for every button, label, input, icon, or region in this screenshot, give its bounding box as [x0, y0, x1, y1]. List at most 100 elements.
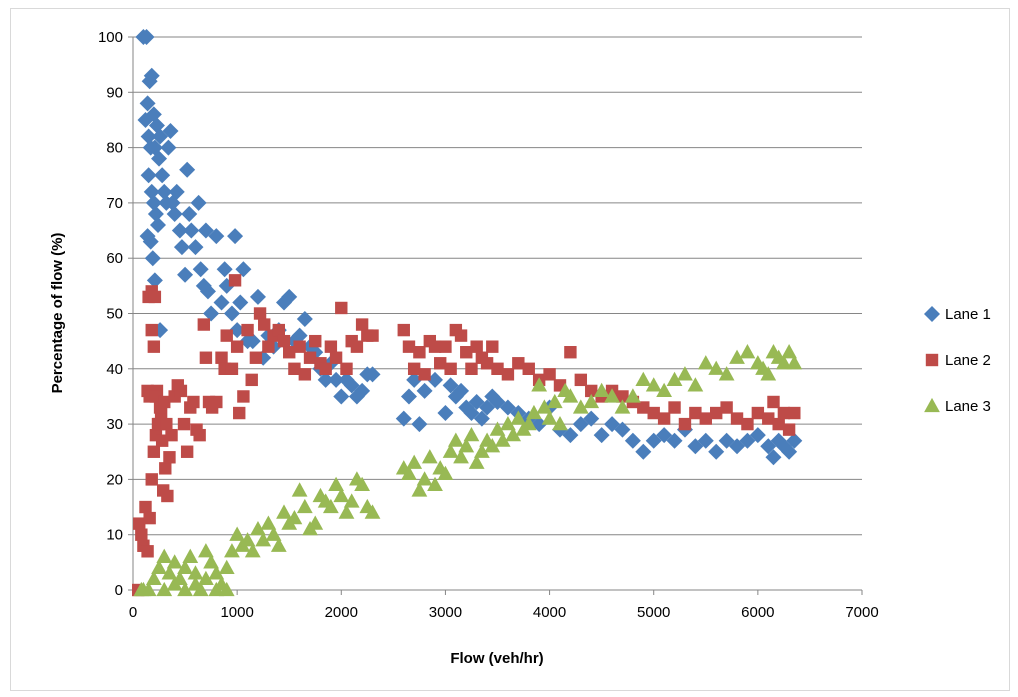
data-point — [148, 290, 162, 304]
data-point — [255, 349, 272, 366]
data-point — [499, 399, 516, 416]
data-point — [788, 406, 801, 420]
data-point — [777, 406, 791, 420]
data-point — [781, 344, 797, 359]
data-point — [193, 428, 206, 442]
data-point — [678, 417, 692, 431]
x-tick-label: 1000 — [220, 604, 253, 621]
data-point — [407, 362, 421, 375]
data-point — [198, 570, 214, 586]
data-point — [614, 399, 631, 414]
data-point — [319, 362, 332, 375]
data-point — [328, 476, 344, 492]
data-point — [720, 401, 733, 414]
data-point — [147, 340, 161, 353]
data-point — [160, 417, 173, 431]
data-point — [216, 261, 233, 278]
data-point — [160, 139, 177, 156]
data-point — [174, 384, 188, 398]
data-point — [181, 205, 198, 222]
data-points — [132, 29, 803, 597]
data-point — [364, 366, 381, 383]
data-point — [146, 272, 163, 289]
data-point — [154, 167, 171, 184]
data-point — [183, 222, 200, 239]
data-point — [253, 307, 267, 320]
data-point — [614, 421, 631, 438]
data-point — [460, 346, 473, 359]
data-point — [177, 559, 193, 574]
data-point — [583, 393, 600, 409]
data-point — [155, 434, 169, 447]
data-point — [151, 150, 168, 167]
data-point — [272, 323, 285, 337]
series-lane-1 — [135, 29, 803, 466]
data-point — [458, 438, 475, 453]
data-point — [437, 405, 454, 422]
data-point — [133, 517, 146, 530]
data-point — [161, 565, 178, 580]
data-point — [406, 454, 423, 469]
data-point — [364, 504, 381, 519]
data-point — [635, 371, 652, 386]
data-point — [411, 482, 428, 497]
data-point — [179, 161, 196, 178]
data-point — [453, 449, 469, 464]
data-point — [276, 504, 292, 519]
data-point — [510, 410, 527, 425]
data-point — [699, 412, 712, 425]
data-point — [187, 576, 204, 591]
data-point — [227, 228, 244, 245]
data-point — [328, 371, 345, 388]
data-point — [208, 228, 225, 245]
data-point — [411, 416, 428, 433]
x-tick-label: 4000 — [533, 604, 566, 621]
data-point — [354, 382, 371, 399]
data-point — [406, 371, 423, 388]
data-point — [624, 432, 641, 449]
data-point — [235, 261, 252, 278]
data-point — [572, 399, 589, 414]
data-point — [468, 454, 485, 469]
data-point — [366, 329, 379, 342]
data-point — [199, 351, 213, 364]
x-tick-label: 0 — [129, 604, 137, 621]
x-tick-label: 6000 — [741, 604, 774, 621]
data-point — [689, 406, 702, 420]
data-point — [687, 377, 704, 392]
data-point — [395, 410, 412, 427]
legend-label: Lane 1 — [945, 306, 991, 323]
data-point — [543, 368, 556, 381]
data-point — [427, 476, 443, 492]
data-point — [237, 390, 250, 403]
data-point — [143, 67, 160, 84]
data-point — [208, 565, 225, 580]
data-point — [635, 443, 652, 460]
data-point — [187, 565, 204, 580]
data-point — [317, 371, 334, 388]
data-point — [208, 581, 225, 597]
data-point — [187, 239, 204, 256]
data-point — [428, 340, 442, 353]
data-point — [355, 318, 369, 331]
data-point — [520, 415, 537, 431]
y-tick-label: 70 — [106, 195, 123, 212]
data-point — [293, 340, 306, 353]
data-point — [439, 340, 452, 353]
data-point — [767, 395, 780, 409]
data-point — [729, 349, 745, 364]
data-point — [145, 194, 162, 211]
data-point — [140, 581, 157, 597]
x-tick-label: 2000 — [325, 604, 358, 621]
y-tick-label: 80 — [106, 140, 123, 157]
data-point — [140, 128, 157, 145]
data-point — [262, 340, 275, 353]
data-point — [486, 340, 499, 353]
data-point — [213, 294, 230, 311]
data-point — [135, 528, 148, 541]
data-point — [480, 357, 494, 370]
data-point — [277, 334, 291, 348]
data-point — [447, 432, 464, 447]
data-point — [141, 545, 154, 558]
